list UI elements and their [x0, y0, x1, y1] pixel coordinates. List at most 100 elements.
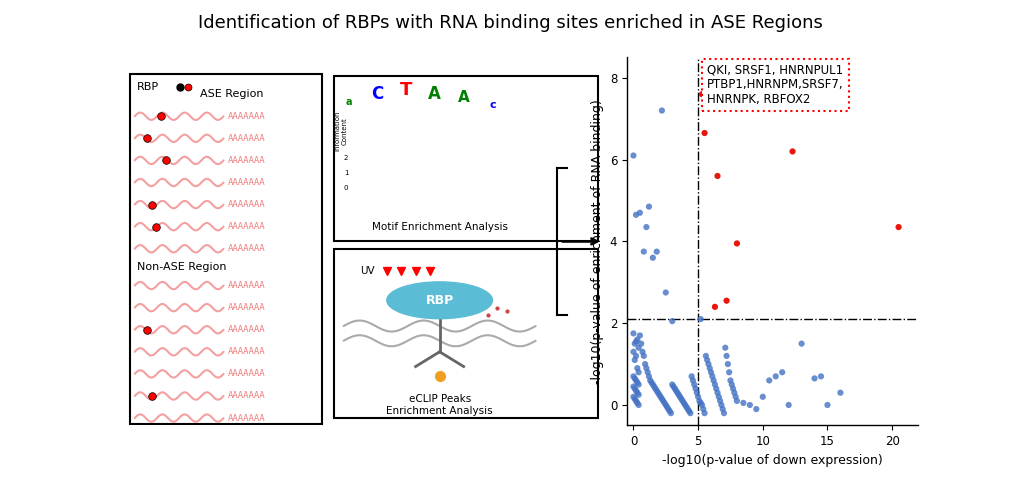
Text: a: a [344, 97, 352, 107]
Point [760, 377, 776, 384]
Point [631, 209, 647, 217]
Point [702, 369, 718, 376]
Point [638, 364, 654, 372]
Point [668, 389, 685, 397]
Point [633, 340, 649, 348]
Bar [333, 76, 597, 241]
Point [626, 385, 642, 392]
Point [645, 383, 661, 391]
Point [714, 405, 731, 413]
Point [678, 403, 694, 411]
Text: AAAAAAA: AAAAAAA [228, 391, 266, 401]
Point [628, 211, 644, 218]
Point [642, 377, 658, 384]
Point [635, 248, 651, 255]
Point [696, 129, 712, 137]
Text: RBP: RBP [137, 82, 159, 92]
Point [784, 148, 800, 155]
Point [630, 380, 646, 388]
Text: 2: 2 [343, 155, 347, 162]
Point [706, 380, 722, 388]
Point [706, 303, 722, 311]
Point [697, 352, 713, 360]
Point [659, 405, 676, 413]
Point [669, 391, 686, 399]
Point [721, 377, 738, 384]
Text: AAAAAAA: AAAAAAA [228, 413, 266, 423]
Point [649, 389, 665, 397]
Point [630, 369, 646, 376]
Point [735, 399, 751, 407]
Point [625, 152, 641, 159]
Bar [129, 74, 322, 424]
Point [625, 348, 641, 356]
Point [672, 393, 688, 401]
Point [673, 395, 689, 402]
Text: A: A [458, 90, 469, 105]
Point [644, 380, 660, 388]
Point [639, 369, 655, 376]
Point [630, 391, 646, 399]
Point [629, 364, 645, 372]
Ellipse shape [386, 282, 492, 319]
Point [662, 409, 679, 417]
Text: RBP: RBP [425, 294, 453, 307]
Text: C: C [371, 85, 383, 103]
Point [712, 401, 729, 409]
Point [683, 372, 699, 380]
Text: AAAAAAA: AAAAAAA [228, 222, 266, 231]
Point [832, 389, 848, 397]
Point [663, 380, 680, 388]
Text: A: A [428, 85, 441, 103]
Point [628, 352, 644, 360]
Point [629, 389, 645, 397]
Point [630, 344, 646, 351]
Point [644, 254, 660, 261]
Point [625, 393, 641, 401]
Point [691, 397, 707, 405]
Point [628, 377, 644, 384]
Point [630, 401, 646, 409]
Point [780, 401, 796, 409]
Point [629, 379, 645, 386]
Point [693, 90, 709, 98]
Text: AAAAAAA: AAAAAAA [228, 303, 266, 312]
Point [653, 395, 669, 402]
Point [661, 407, 678, 415]
Text: Information
Content: Information Content [334, 111, 347, 151]
Point [634, 348, 650, 356]
Point [684, 377, 700, 384]
Point [664, 383, 681, 391]
Point [689, 393, 705, 401]
Text: AAAAAAA: AAAAAAA [228, 369, 266, 379]
Point [657, 289, 674, 296]
Point [625, 330, 641, 337]
Text: 0: 0 [343, 185, 347, 191]
Point [647, 385, 663, 392]
Point [708, 172, 725, 180]
Text: T: T [399, 81, 412, 99]
Text: UV: UV [360, 266, 375, 276]
Point [626, 340, 642, 348]
Point [653, 107, 669, 114]
Point [728, 239, 744, 247]
Point [890, 223, 906, 231]
Point [726, 389, 742, 397]
Point [698, 356, 714, 364]
Text: Motif Enrichment Analysis: Motif Enrichment Analysis [371, 222, 507, 232]
X-axis label: -log10(p-value of down expression): -log10(p-value of down expression) [661, 454, 882, 467]
Point [747, 405, 763, 413]
Point [692, 315, 708, 323]
Point [812, 372, 828, 380]
Point [663, 317, 680, 325]
Text: AAAAAAA: AAAAAAA [228, 156, 266, 165]
Point [818, 401, 835, 409]
Text: AAAAAAA: AAAAAAA [228, 281, 266, 290]
Point [675, 399, 691, 407]
Point [687, 385, 703, 392]
Text: QKI, SRSF1, HNRNPUL1
PTBP1,HNRNPM,SRSF7,
HNRNPK, RBFOX2: QKI, SRSF1, HNRNPUL1 PTBP1,HNRNPM,SRSF7,… [706, 64, 843, 107]
Point [716, 344, 733, 351]
Point [694, 405, 710, 413]
Point [701, 364, 717, 372]
Point [658, 403, 675, 411]
